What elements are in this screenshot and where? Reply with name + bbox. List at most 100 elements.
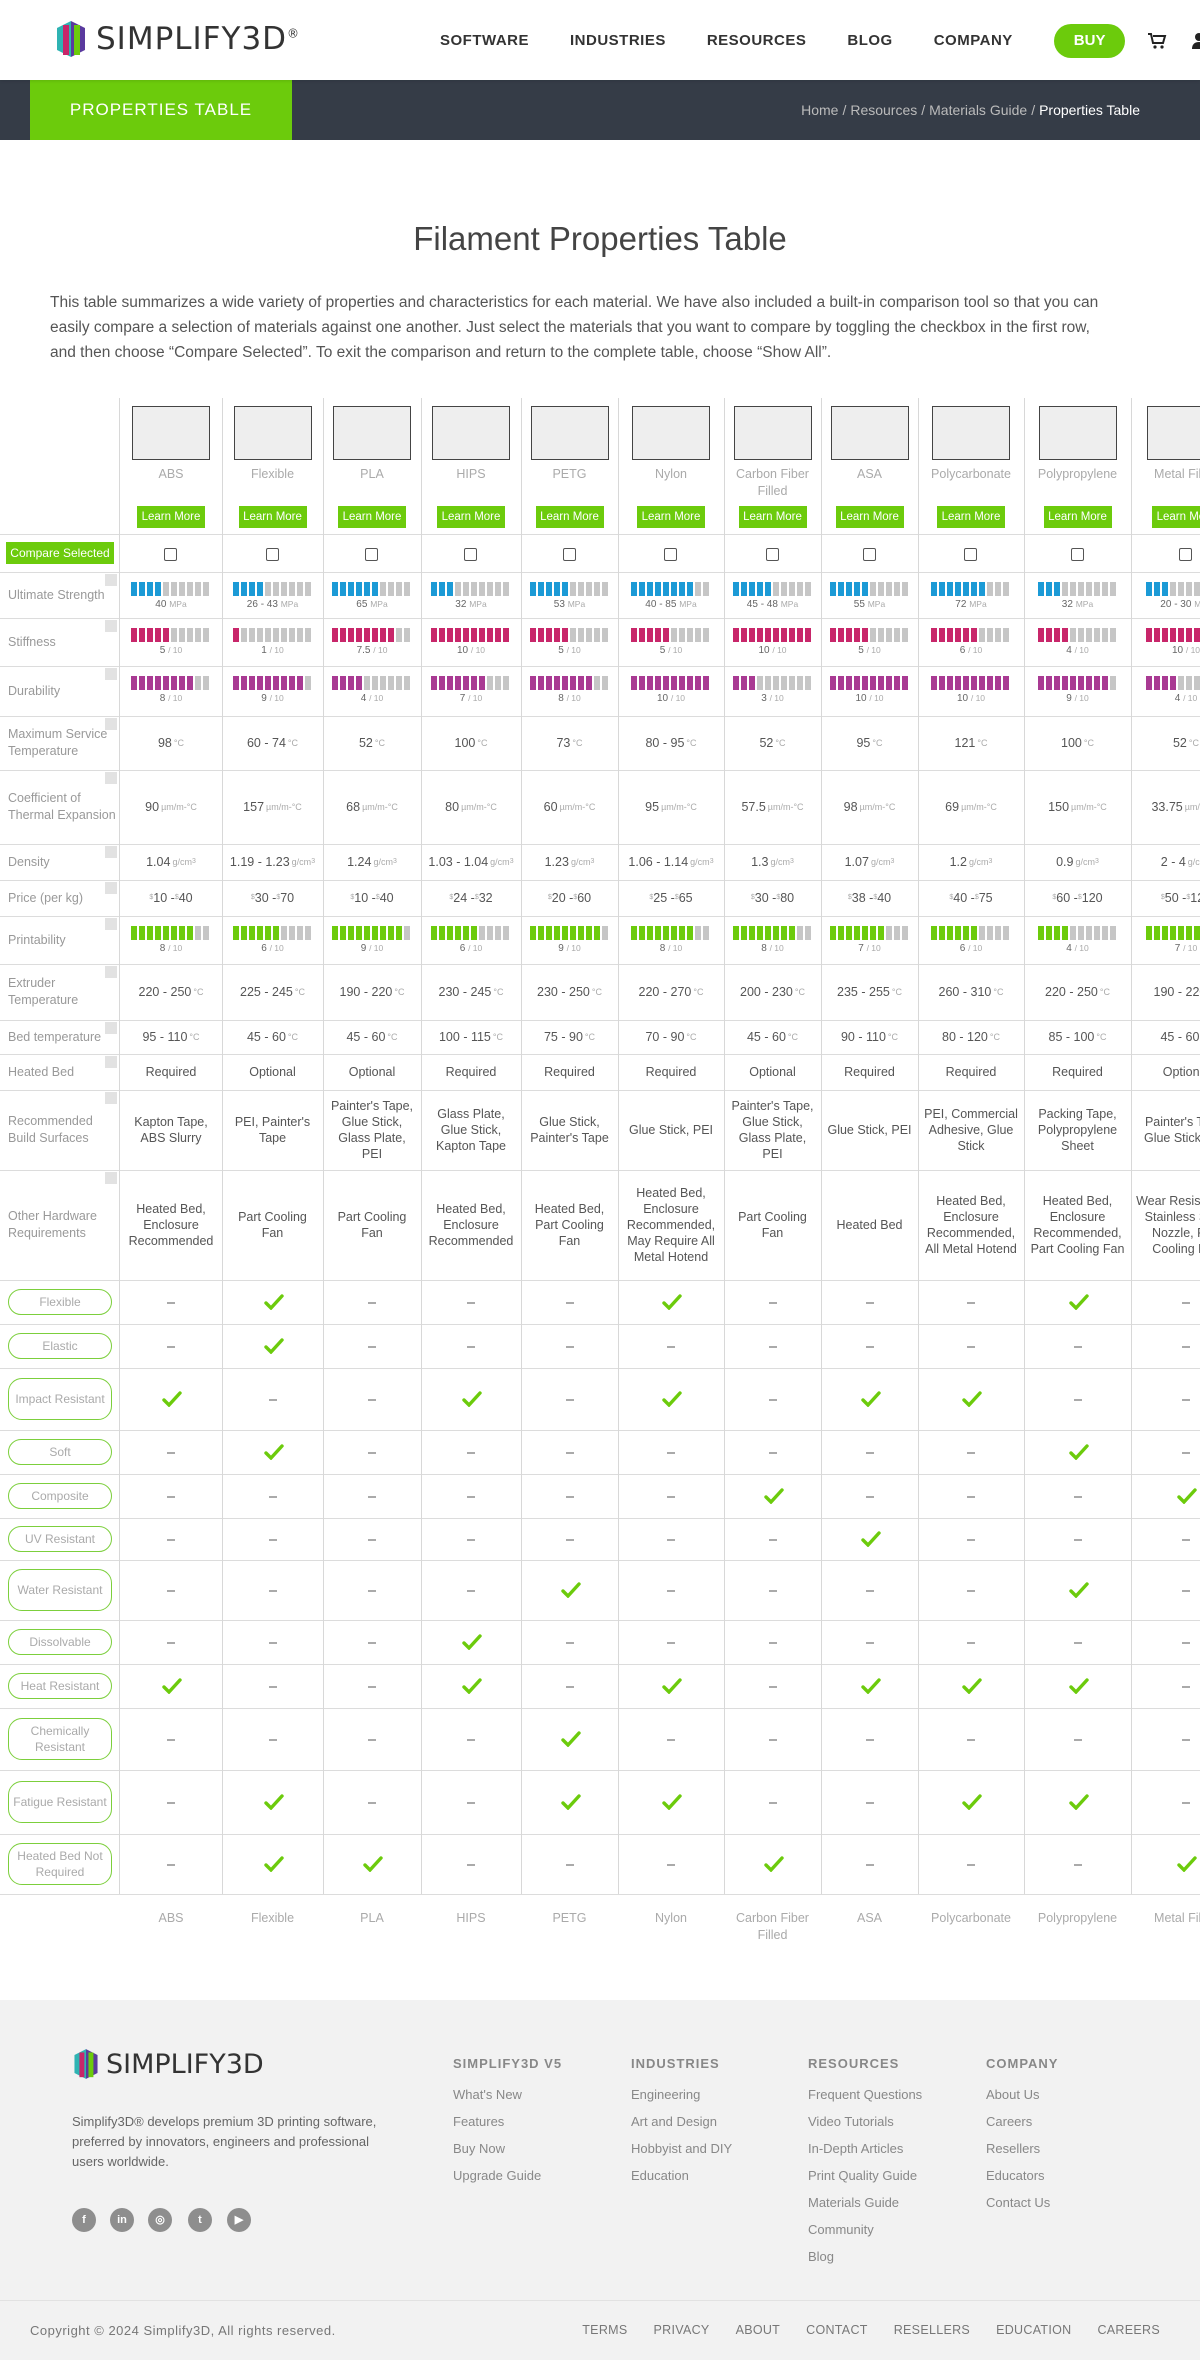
compare-checkbox[interactable] — [862, 548, 876, 561]
build-surfaces-value: Painter's Tape, Glue Stick, Glass Plate,… — [731, 1099, 814, 1161]
learn-more-button[interactable]: Learn More — [738, 506, 807, 528]
bar-segment — [155, 582, 161, 596]
footer-link[interactable]: Resellers — [986, 2141, 1041, 2156]
info-tooltip-icon[interactable] — [105, 1022, 117, 1034]
compare-checkbox[interactable] — [365, 548, 378, 561]
breadcrumb-resources[interactable]: Resources — [850, 102, 918, 118]
footer-link[interactable]: Print Quality Guide — [808, 2168, 918, 2183]
nav-resources[interactable]: RESOURCES — [706, 32, 807, 49]
compare-checkbox[interactable] — [265, 548, 279, 561]
site-logo[interactable]: SIMPLIFY3D® — [54, 20, 300, 58]
info-tooltip-icon[interactable] — [105, 620, 117, 632]
compare-checkbox[interactable] — [1070, 548, 1084, 561]
instagram-icon[interactable]: ◎ — [148, 2208, 172, 2232]
material-image-polypropylene — [1038, 406, 1117, 460]
checkmark-icon — [1177, 1856, 1197, 1872]
bar-segment — [1170, 628, 1176, 642]
info-tooltip-icon[interactable] — [105, 574, 117, 586]
info-tooltip-icon[interactable] — [105, 1172, 117, 1184]
info-tooltip-icon[interactable] — [105, 966, 117, 978]
learn-more-button[interactable]: Learn More — [535, 506, 604, 528]
footer-link[interactable]: Art and Design — [631, 2114, 717, 2129]
info-tooltip-icon[interactable] — [105, 1056, 117, 1068]
row-divider — [0, 1834, 1200, 1835]
learn-more-button[interactable]: Learn More — [835, 506, 904, 528]
learn-more-button[interactable]: Learn More — [338, 506, 406, 528]
info-tooltip-icon[interactable] — [105, 846, 117, 858]
learn-more-button[interactable]: Learn More — [137, 506, 205, 528]
footer-link[interactable]: Blog — [808, 2249, 835, 2264]
footer-bottom-link-resellers[interactable]: RESELLERS — [893, 2323, 971, 2337]
twitter-icon[interactable]: t — [188, 2208, 212, 2232]
footer-link[interactable]: What's New — [453, 2087, 522, 2102]
learn-more-button[interactable]: Learn More — [1152, 506, 1200, 528]
compare-checkbox[interactable] — [765, 548, 779, 561]
footer-link[interactable]: Educators — [986, 2168, 1045, 2183]
max-temp-value: 98 °C — [157, 736, 184, 750]
compare-checkbox[interactable] — [1179, 548, 1192, 561]
compare-checkbox[interactable] — [964, 548, 977, 561]
footer-link[interactable]: Contact Us — [986, 2195, 1051, 2210]
compare-checkbox[interactable] — [164, 548, 177, 561]
footer-bottom-link-careers[interactable]: CAREERS — [1097, 2323, 1160, 2337]
footer-bottom-link-contact[interactable]: CONTACT — [806, 2323, 868, 2337]
footer-bottom-link-terms[interactable]: TERMS — [582, 2323, 628, 2337]
learn-more-button[interactable]: Learn More — [1043, 506, 1112, 528]
cart-icon[interactable] — [1147, 31, 1167, 51]
compare-checkbox[interactable] — [664, 548, 677, 561]
footer-bottom-link-privacy[interactable]: PRIVACY — [653, 2323, 710, 2337]
learn-more-button[interactable]: Learn More — [437, 506, 505, 528]
footer-bottom-link-education[interactable]: EDUCATION — [996, 2323, 1072, 2337]
info-tooltip-icon[interactable] — [105, 882, 117, 894]
footer-logo[interactable]: SIMPLIFY3D — [72, 2048, 264, 2080]
footer-link[interactable]: Hobbyist and DIY — [631, 2141, 733, 2156]
column-divider — [724, 398, 725, 1894]
footer-link[interactable]: In-Depth Articles — [808, 2141, 904, 2156]
linkedin-icon[interactable]: in — [110, 2208, 134, 2232]
checkmark-icon — [462, 1391, 482, 1407]
info-tooltip-icon[interactable] — [105, 772, 117, 784]
nav-company[interactable]: COMPANY — [933, 32, 1013, 49]
footer-link[interactable]: Education — [631, 2168, 689, 2183]
footer-link[interactable]: Materials Guide — [808, 2195, 900, 2210]
footer-bottom-link-about[interactable]: ABOUT — [735, 2323, 781, 2337]
bar-segment — [296, 628, 303, 642]
info-tooltip-icon[interactable] — [105, 918, 117, 930]
bar-segment — [593, 926, 600, 940]
compare-checkbox[interactable] — [562, 548, 576, 561]
user-icon[interactable] — [1189, 31, 1200, 51]
footer-link[interactable]: Upgrade Guide — [453, 2168, 542, 2183]
footer-link[interactable]: Features — [453, 2114, 505, 2129]
facebook-icon[interactable]: f — [72, 2208, 96, 2232]
footer-link[interactable]: Community — [808, 2222, 874, 2237]
footer-link[interactable]: Engineering — [631, 2087, 701, 2102]
nav-software[interactable]: SOFTWARE — [440, 32, 529, 49]
learn-more-button[interactable]: Learn More — [238, 506, 307, 528]
dash-icon — [368, 1496, 376, 1498]
breadcrumb-home[interactable]: Home — [801, 102, 839, 118]
compare-selected-button[interactable]: Compare Selected — [6, 542, 114, 564]
footer-link[interactable]: Buy Now — [453, 2141, 506, 2156]
learn-more-button[interactable]: Learn More — [937, 506, 1005, 528]
breadcrumb-materials-guide[interactable]: Materials Guide — [929, 102, 1028, 118]
bar-segment — [203, 676, 209, 690]
learn-more-button[interactable]: Learn More — [637, 506, 705, 528]
strength-value: 40 - 85 MPa — [645, 599, 697, 610]
bar-segment — [947, 676, 953, 690]
bar-segment — [955, 926, 961, 940]
footer-link[interactable]: About Us — [986, 2087, 1040, 2102]
footer-link[interactable]: Careers — [986, 2114, 1033, 2129]
info-tooltip-icon[interactable] — [105, 718, 117, 730]
nav-industries[interactable]: INDUSTRIES — [570, 32, 666, 49]
info-tooltip-icon[interactable] — [105, 1092, 117, 1104]
info-tooltip-icon[interactable] — [105, 668, 117, 680]
compare-checkbox[interactable] — [464, 548, 477, 561]
bar-segment — [1109, 676, 1116, 690]
footer-link[interactable]: Video Tutorials — [808, 2114, 894, 2129]
nav-blog[interactable]: BLOG — [847, 32, 893, 49]
footer-link[interactable]: Frequent Questions — [808, 2087, 923, 2102]
bar-segment — [764, 676, 771, 690]
youtube-icon[interactable]: ▶ — [227, 2208, 251, 2232]
buy-button[interactable]: BUY — [1053, 24, 1126, 58]
durability-bar — [829, 676, 910, 690]
